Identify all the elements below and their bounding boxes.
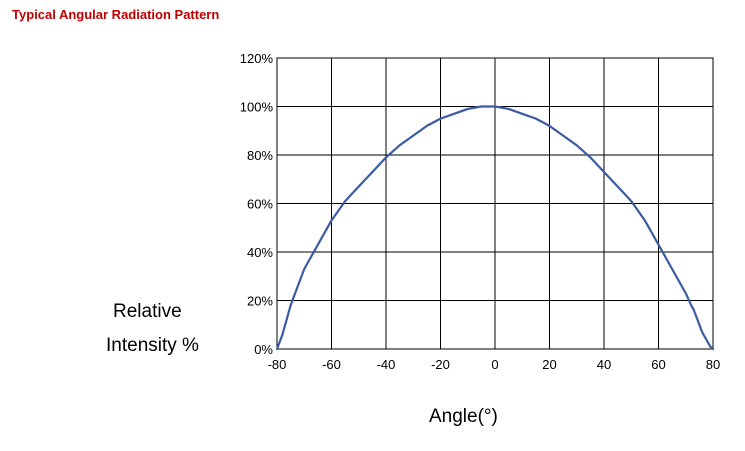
y-tick-label: 80% (247, 148, 273, 163)
y-tick-label: 100% (240, 100, 274, 115)
x-tick-label: -80 (268, 357, 287, 372)
y-tick-label: 120% (240, 51, 274, 66)
x-axis-label: Angle(°) (429, 406, 498, 427)
x-tick-label: 80 (706, 357, 720, 372)
x-tick-label: 60 (651, 357, 665, 372)
x-tick-label: -60 (322, 357, 341, 372)
x-tick-label: 20 (542, 357, 556, 372)
y-axis-label-line1: Relative (113, 301, 182, 322)
y-axis-label-line2: Intensity % (106, 335, 199, 356)
x-tick-label: 0 (491, 357, 498, 372)
x-tick-label: -40 (377, 357, 396, 372)
x-tick-label: 40 (597, 357, 611, 372)
y-tick-label: 40% (247, 245, 273, 260)
y-tick-labels: 0% 20% 40% 60% 80% 100% 120% (240, 51, 274, 357)
intensity-curve (275, 105, 715, 351)
x-tick-label: -20 (431, 357, 450, 372)
chart-title: Typical Angular Radiation Pattern (12, 7, 220, 22)
y-tick-label: 0% (254, 342, 273, 357)
plot-border (276, 57, 714, 350)
y-tick-label: 20% (247, 294, 273, 309)
y-tick-label: 60% (247, 197, 273, 212)
x-tick-labels: -80 -60 -40 -20 0 20 40 60 80 (268, 357, 721, 372)
